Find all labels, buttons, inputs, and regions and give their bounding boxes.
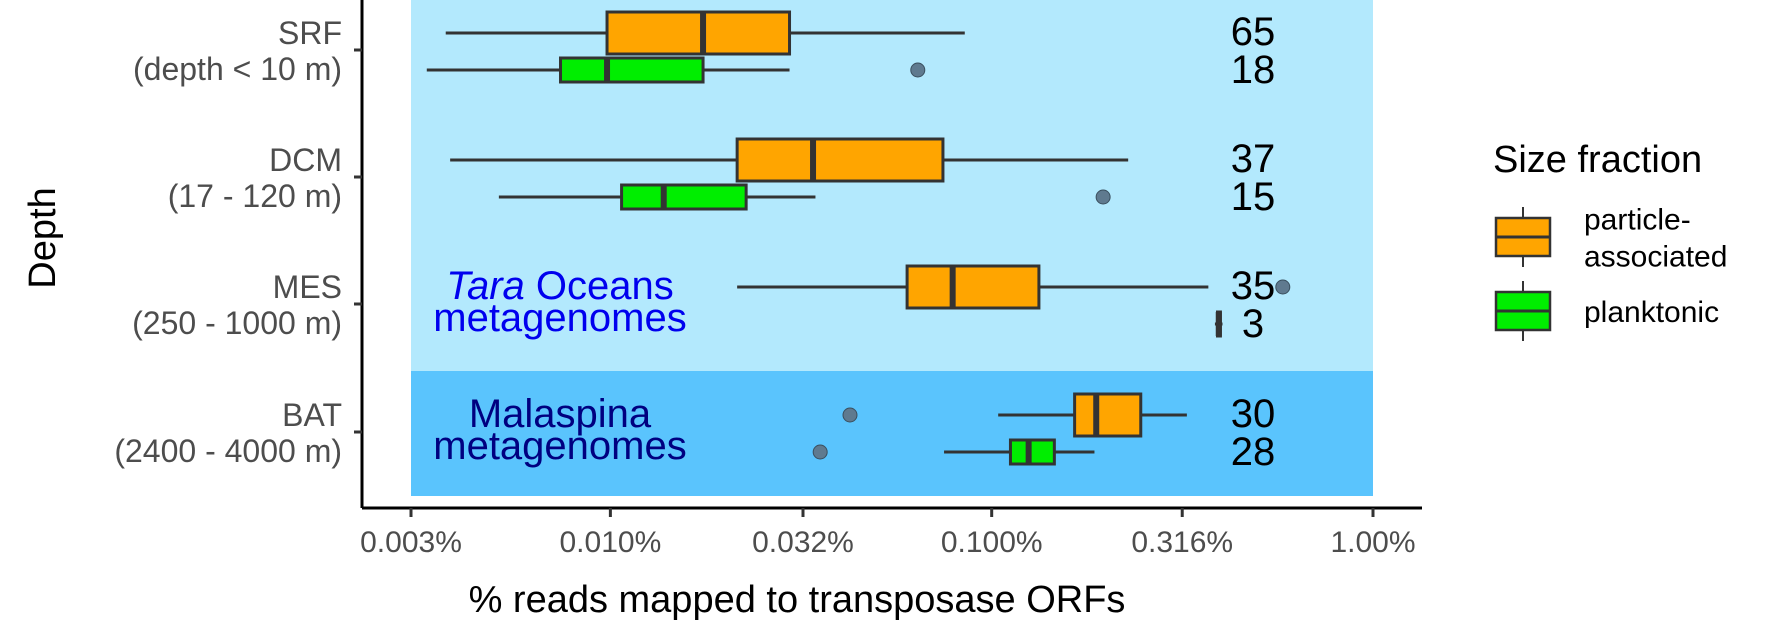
box-particle-associated-mes	[737, 264, 1291, 310]
count-label: 15	[1231, 175, 1276, 219]
box-planktonic-bat	[812, 438, 1095, 466]
count-label: 3	[1242, 302, 1264, 346]
legend-label: planktonic	[1584, 296, 1719, 329]
legend-title: Size fraction	[1493, 139, 1702, 181]
count-label: 18	[1231, 48, 1276, 92]
box-planktonic-dcm	[498, 183, 1111, 211]
legend-label: particle-	[1584, 204, 1691, 237]
y-tick-label: DCM	[269, 142, 342, 178]
y-tick-sublabel: (250 - 1000 m)	[132, 305, 342, 341]
region-label-line2: metagenomes	[433, 424, 686, 468]
y-tick-label: MES	[273, 269, 342, 305]
region-label-line2: metagenomes	[433, 296, 686, 340]
outlier-point	[812, 444, 828, 460]
outlier-point	[842, 407, 858, 423]
legend-label: associated	[1584, 241, 1727, 274]
box-planktonic-srf	[426, 56, 926, 84]
region-label: Tara Oceans	[446, 264, 674, 308]
region-labels: Tara OceansmetagenomesMalaspinametagenom…	[433, 264, 686, 468]
box-iqr	[735, 137, 945, 183]
x-tick-label: 1.00%	[1330, 526, 1415, 559]
box-iqr	[1073, 392, 1143, 438]
outlier-point	[910, 62, 926, 78]
y-tick-label: BAT	[282, 397, 342, 433]
legend-entry: planktonic	[1494, 281, 1719, 341]
box-iqr	[559, 56, 705, 84]
y-axis-title: Depth	[22, 187, 64, 288]
y-tick-labels: SRF(depth < 10 m) DCM(17 - 120 m) MES(250 …	[114, 15, 342, 469]
y-tick-sublabel: (17 - 120 m)	[168, 178, 342, 214]
count-label: 37	[1231, 137, 1276, 181]
x-tick-label: 0.010%	[560, 526, 662, 559]
outlier-point	[1095, 189, 1111, 205]
x-tick-label: 0.100%	[941, 526, 1043, 559]
box-particle-associated-dcm	[450, 137, 1129, 183]
box-particle-associated-srf	[445, 10, 965, 56]
legend: Size fraction particle-associated plankto…	[1493, 139, 1727, 341]
count-label: 65	[1231, 10, 1276, 54]
axes	[354, 0, 1422, 517]
count-label: 30	[1231, 392, 1276, 436]
x-tick-label: 0.032%	[752, 526, 854, 559]
region-background	[411, 371, 1373, 496]
box-iqr	[605, 10, 792, 56]
box-particle-associated-bat	[842, 392, 1187, 438]
x-axis-title: % reads mapped to transposase ORFs	[469, 579, 1126, 621]
region-backgrounds	[411, 0, 1373, 496]
outlier-point	[1275, 279, 1291, 295]
x-tick-labels: 0.003% 0.010% 0.032% 0.100% 0.316% 1.00%	[360, 526, 1415, 559]
y-tick-label: SRF	[278, 15, 342, 51]
box-iqr	[905, 264, 1041, 310]
box-marks	[426, 10, 1291, 466]
box-planktonic-mes	[1214, 310, 1223, 338]
count-labels: 65 37 35 30 18 15 3 28	[1231, 10, 1276, 474]
x-tick-label: 0.003%	[360, 526, 462, 559]
box-iqr	[620, 183, 748, 211]
x-tick-label: 0.316%	[1131, 526, 1233, 559]
legend-entry: particle-associated	[1494, 204, 1727, 274]
region-label: Malaspina	[469, 392, 652, 436]
box-iqr	[1008, 438, 1056, 466]
count-label: 35	[1231, 264, 1276, 308]
y-tick-sublabel: (2400 - 4000 m)	[114, 433, 342, 469]
count-label: 28	[1231, 430, 1276, 474]
y-tick-sublabel: (depth < 10 m)	[133, 51, 342, 87]
